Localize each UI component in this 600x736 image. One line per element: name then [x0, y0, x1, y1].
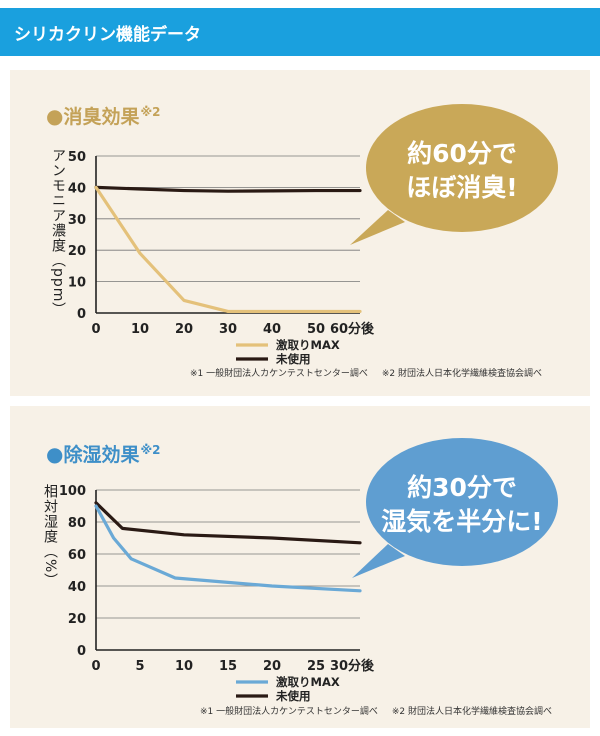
deodorize-bubble-line2: ほぼ消臭!: [406, 173, 517, 202]
dehumidify-footnotes: ※1 一般財団法人カケンテストセンター調べ ※2 財団法人日本化学繊維検査協会調べ: [200, 704, 566, 717]
deodorize-y-tick-label: 0: [77, 307, 86, 322]
deodorize-chart: 約60分で ほぼ消臭! 0 10 20 30 40 50 0 10 20 30 40 50 60分後激取…: [10, 70, 590, 400]
dehumidify-chart: 約30分で 湿気を半分に! 0 20 40 60 80 100 0 5 10 15 20 25 30分後…: [10, 406, 590, 736]
deodorize-x-tick-label: 50: [307, 322, 325, 337]
dehumidify-x-tick-label: 15: [219, 659, 237, 674]
dehumidify-y-tick-label: 20: [68, 612, 86, 627]
deodorize-x-tick-label: 10: [131, 322, 149, 337]
deodorize-x-tick-label: 30: [219, 322, 237, 337]
deodorize-series-line: [96, 187, 360, 191]
deodorize-footnotes: ※1 一般財団法人カケンテストセンター調べ ※2 財団法人日本化学繊維検査協会調べ: [190, 366, 556, 379]
dehumidify-x-tick-label: 10: [175, 659, 193, 674]
footnote-2: ※2 財団法人日本化学繊維検査協会調べ: [392, 707, 552, 717]
dehumidify-x-tick-label: 30分後: [330, 658, 375, 674]
deodorize-x-tick-label: 60分後: [330, 321, 375, 337]
deodorize-bubble-line1: 約60分で: [407, 139, 517, 168]
deodorize-y-tick-label: 20: [68, 244, 86, 259]
footnote-1: ※1 一般財団法人カケンテストセンター調べ: [200, 707, 378, 717]
dehumidify-bubble: 約30分で 湿気を半分に!: [352, 438, 558, 578]
dehumidify-y-tick-label: 0: [77, 644, 86, 659]
dehumidify-x-tick-label: 5: [135, 659, 144, 674]
dehumidify-series-line: [96, 506, 360, 591]
dehumidify-bubble-line2: 湿気を半分に!: [381, 507, 542, 536]
dehumidify-series-line: [96, 503, 360, 543]
deodorize-bubble: 約60分で ほぼ消臭!: [350, 104, 558, 245]
dehumidify-y-tick-label: 80: [68, 516, 86, 531]
deodorize-y-tick-label: 30: [68, 213, 86, 228]
dehumidify-legend-label: 未使用: [275, 689, 311, 703]
footnote-2: ※2 財団法人日本化学繊維検査協会調べ: [382, 369, 542, 379]
dehumidify-bubble-line1: 約30分で: [407, 473, 517, 502]
dehumidify-bubble-shape: [366, 438, 558, 566]
deodorize-y-tick-label: 50: [68, 150, 86, 165]
page-title: シリカクリン機能データ: [14, 20, 201, 45]
dehumidify-y-tick-label: 40: [68, 580, 86, 595]
dehumidify-y-tick-label: 60: [68, 548, 86, 563]
dehumidify-legend-label: 激取りMAX: [276, 675, 340, 689]
page-header: シリカクリン機能データ: [0, 8, 600, 56]
deodorize-legend-label: 激取りMAX: [276, 338, 340, 352]
deodorize-x-tick-label: 0: [91, 322, 100, 337]
deodorize-series-line: [96, 187, 360, 311]
deodorize-y-tick-label: 40: [68, 181, 86, 196]
deodorize-legend-label: 未使用: [275, 352, 311, 366]
dehumidify-x-tick-label: 25: [307, 659, 325, 674]
deodorize-bubble-shape: [366, 104, 558, 232]
footnote-1: ※1 一般財団法人カケンテストセンター調べ: [190, 369, 368, 379]
deodorize-x-tick-label: 20: [175, 322, 193, 337]
dehumidify-y-tick-label: 100: [59, 484, 86, 499]
deodorize-x-tick-label: 40: [263, 322, 281, 337]
deodorize-bubble-tail: [350, 210, 405, 245]
dehumidify-x-tick-label: 0: [91, 659, 100, 674]
deodorize-y-tick-label: 10: [68, 276, 86, 291]
dehumidify-x-tick-label: 20: [263, 659, 281, 674]
